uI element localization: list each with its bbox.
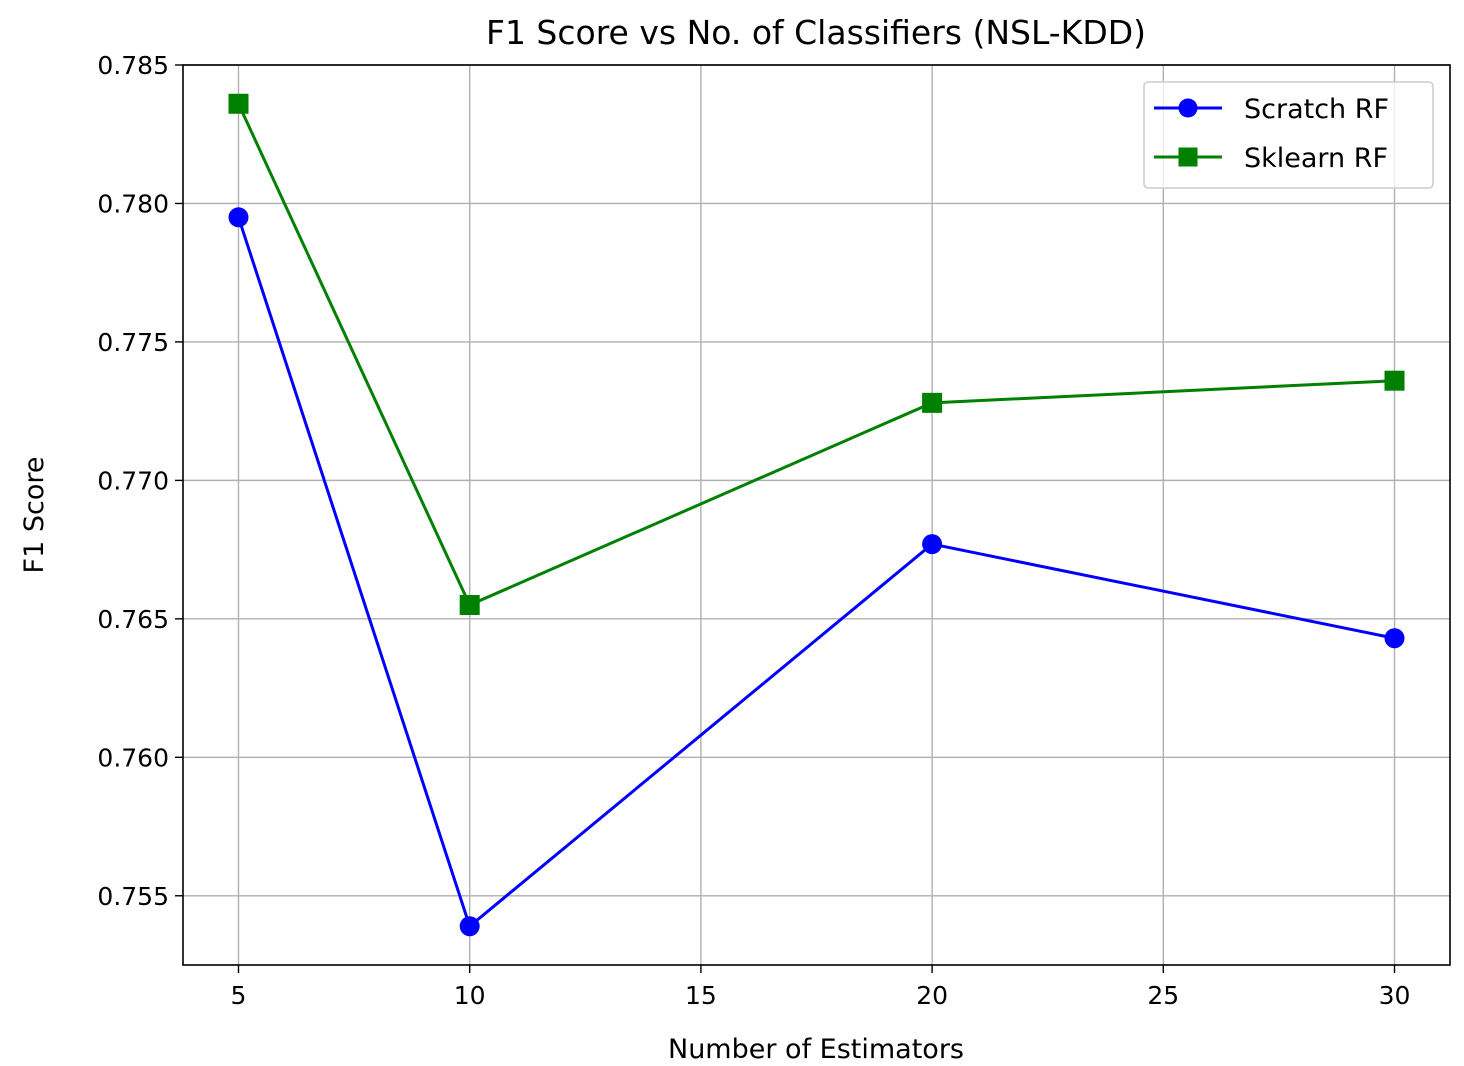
y-tick-label-2: 0.765 <box>97 605 169 634</box>
x-tick-label-15: 15 <box>685 981 717 1010</box>
legend: Scratch RF Sklearn RF <box>1143 81 1434 189</box>
y-axis-label: F1 Score <box>19 457 50 574</box>
data-point-scratch-rf-30 <box>1384 628 1405 649</box>
data-point-scratch-rf-10 <box>459 916 480 937</box>
x-axis: 5 10 15 20 25 30 <box>231 965 1411 1010</box>
y-tick-label-3: 0.770 <box>97 466 169 495</box>
y-tick-label-5: 0.780 <box>97 189 169 218</box>
x-tick-label-10: 10 <box>454 981 486 1010</box>
x-tick-label-25: 25 <box>1147 981 1179 1010</box>
data-point-scratch-rf-20 <box>922 534 943 555</box>
x-tick-label-20: 20 <box>916 981 948 1010</box>
series-line-sklearn-rf <box>237 103 1395 607</box>
plot-frame <box>182 64 1451 966</box>
x-tick-label-5: 5 <box>231 981 247 1010</box>
x-tick-label-30: 30 <box>1379 981 1411 1010</box>
y-axis: 0.755 0.760 0.765 0.770 0.775 0.780 0.785 <box>97 51 183 911</box>
legend-label-sklearn-rf: Sklearn RF <box>1244 143 1388 174</box>
legend-label-scratch-rf: Scratch RF <box>1244 94 1389 125</box>
y-tick-label-4: 0.775 <box>97 328 169 357</box>
x-axis-label: Number of Estimators <box>668 1034 964 1065</box>
y-tick-label-0: 0.755 <box>97 882 169 911</box>
data-point-sklearn-rf-5 <box>228 93 249 114</box>
series-layer <box>228 93 1405 937</box>
legend-marker-sklearn-rf <box>1178 147 1198 167</box>
series-line-scratch-rf <box>237 216 1395 928</box>
data-point-sklearn-rf-10 <box>459 595 480 615</box>
data-point-scratch-rf-5 <box>228 207 249 228</box>
chart-title: F1 Score vs No. of Classifiers (NSL-KDD) <box>486 13 1146 52</box>
grid-lines <box>183 64 1450 965</box>
data-point-sklearn-rf-30 <box>1384 370 1405 391</box>
y-tick-label-6: 0.785 <box>97 51 169 80</box>
legend-marker-scratch-rf <box>1178 98 1198 118</box>
data-point-sklearn-rf-20 <box>922 392 943 413</box>
y-tick-label-1: 0.760 <box>97 743 169 772</box>
